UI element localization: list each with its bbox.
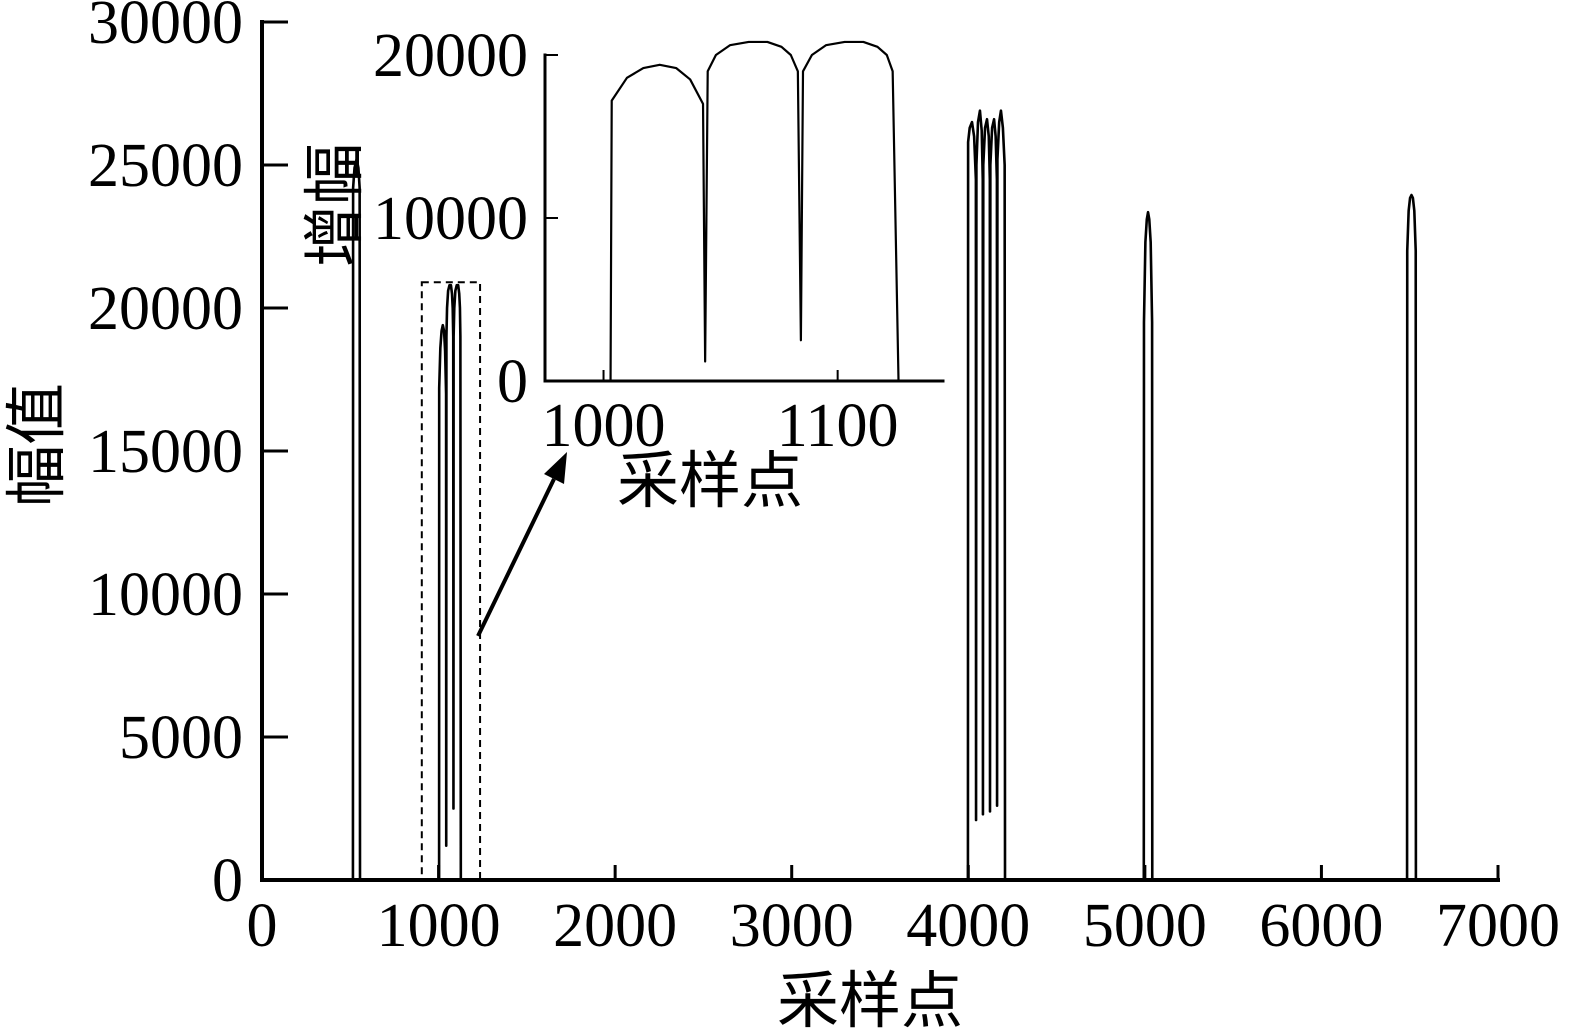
main-y-tick-label: 0 — [212, 847, 243, 915]
main-x-tick-label: 7000 — [1436, 892, 1560, 960]
main-x-tick-label: 6000 — [1259, 892, 1383, 960]
main-y-axis-label: 幅值 — [4, 383, 72, 507]
zoom-arrow — [476, 452, 567, 637]
inset-y-tick-label: 0 — [497, 348, 528, 416]
main-x-tick-label: 5000 — [1083, 892, 1207, 960]
inset-y-tick-label: 20000 — [373, 22, 528, 90]
main-x-tick-label: 4000 — [906, 892, 1030, 960]
main-y-tick-label: 30000 — [88, 0, 243, 57]
inset-x-tick-label: 1100 — [777, 392, 899, 460]
zoom-arrow-shaft — [476, 478, 556, 637]
main-series-line — [351, 109, 1418, 882]
main-x-tick-label: 3000 — [730, 892, 854, 960]
main-y-tick-label: 20000 — [88, 275, 243, 343]
inset-x-axis-label: 采样点 — [617, 448, 803, 516]
main-y-tick-label: 10000 — [88, 561, 243, 629]
inset-plot: 1000 1100 0 10000 20000 — [373, 22, 945, 460]
main-y-tick-label: 25000 — [88, 132, 243, 200]
main-x-tick-label: 1000 — [377, 892, 501, 960]
main-x-axis-label: 采样点 — [777, 968, 963, 1036]
zoom-arrow-head — [544, 452, 567, 484]
main-y-tick-label: 5000 — [119, 704, 243, 772]
main-x-tick-label: 0 — [247, 892, 278, 960]
main-y-tick-label: 15000 — [88, 418, 243, 486]
inset-y-tick-label: 10000 — [373, 185, 528, 253]
main-plot: 0 1000 2000 3000 4000 5000 6000 700005000100001… — [88, 0, 1560, 960]
main-x-tick-label: 2000 — [553, 892, 677, 960]
inset-series-line — [609, 40, 900, 382]
inset-x-tick-label: 1000 — [542, 392, 666, 460]
